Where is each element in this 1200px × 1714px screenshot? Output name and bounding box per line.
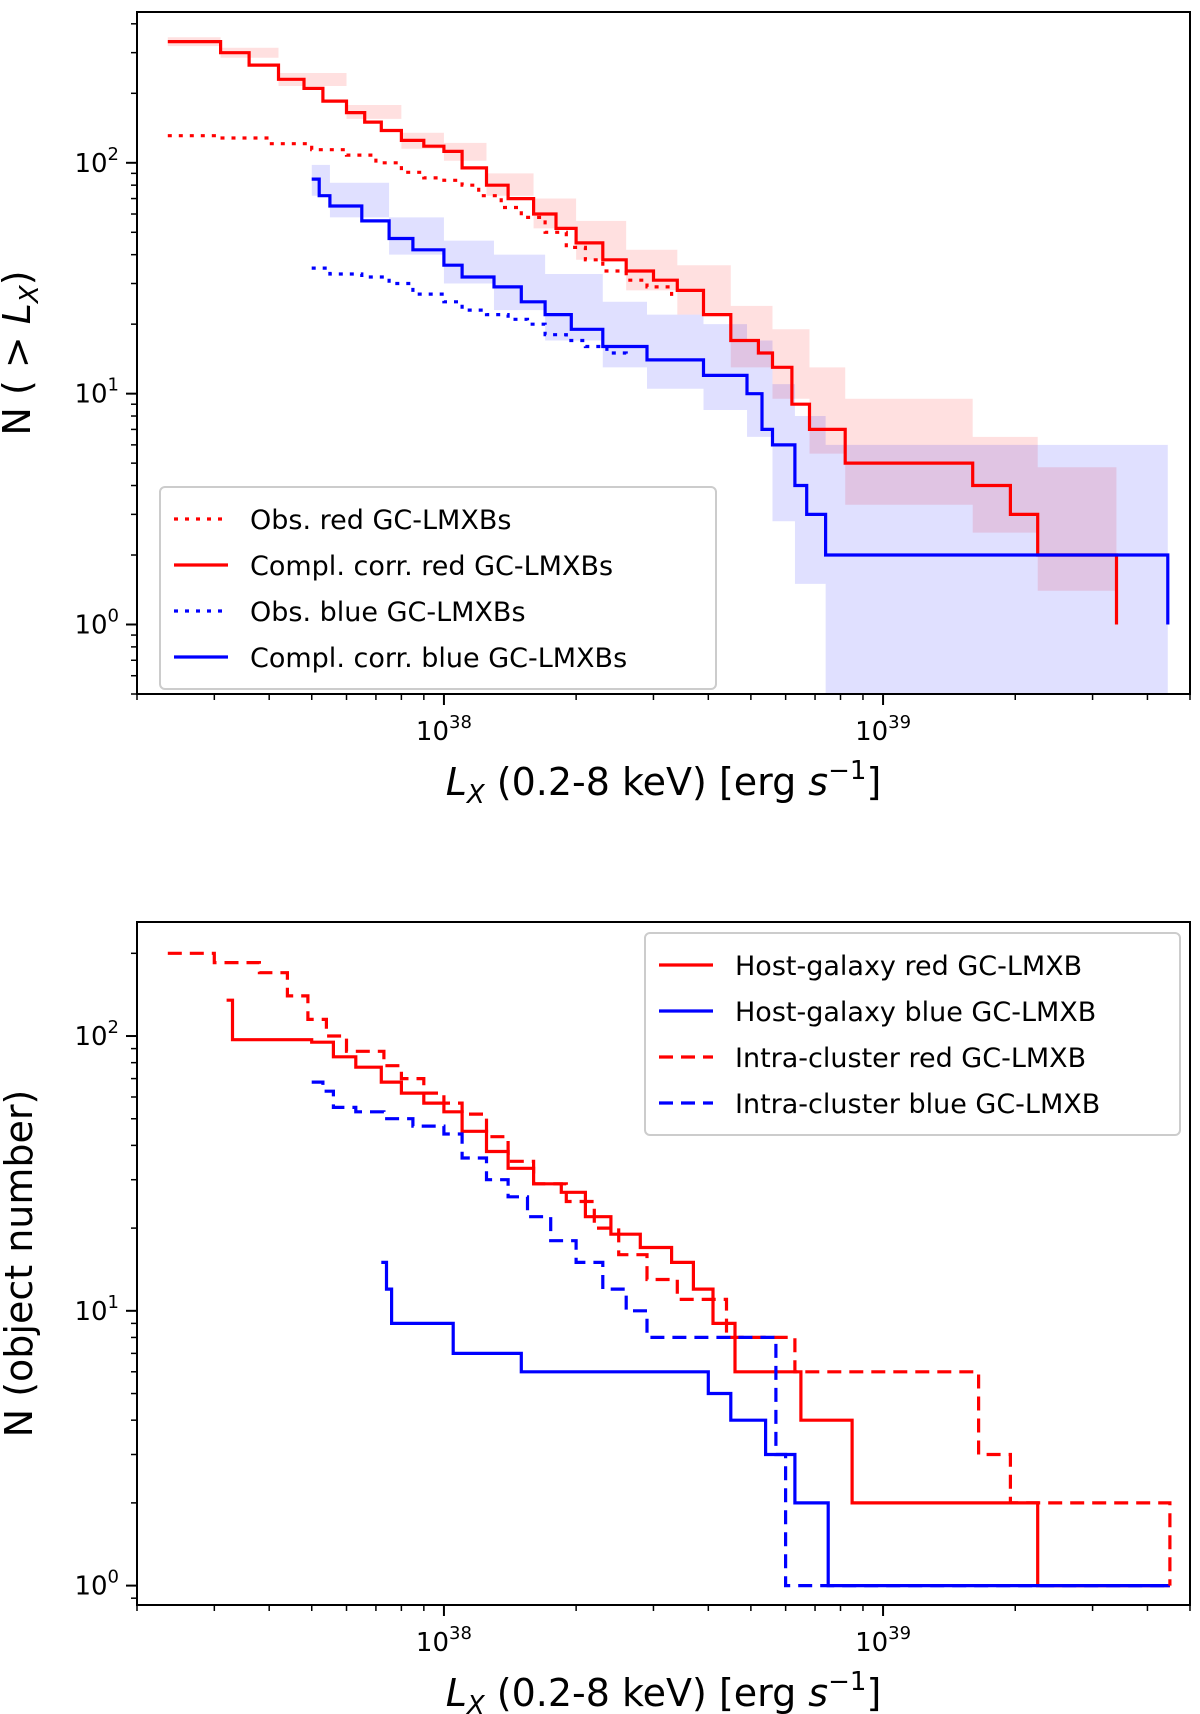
legend-label: Intra-cluster blue GC-LMXB — [735, 1089, 1100, 1120]
y-label-text: N (object number) — [0, 1090, 41, 1438]
y-tick-exponent: 2 — [108, 1017, 119, 1038]
y-label-sub: X — [15, 284, 45, 305]
y-tick-base: 10 — [74, 149, 107, 179]
legend-item: Intra-cluster red GC-LMXB — [659, 1043, 1086, 1074]
x-label-var: L — [446, 760, 467, 804]
legend-item: Compl. corr. red GC-LMXBs — [174, 551, 613, 582]
legend-item: Obs. red GC-LMXBs — [174, 505, 511, 536]
legend-item: Host-galaxy blue GC-LMXB — [659, 997, 1096, 1028]
x-tick-label: 1038 — [416, 712, 472, 747]
legend-label: Obs. red GC-LMXBs — [250, 505, 511, 536]
x-axis-label: LX (0.2-8 keV) [erg s−1] — [446, 756, 882, 810]
legend-box — [644, 932, 1181, 1136]
legend-label: Compl. corr. red GC-LMXBs — [250, 551, 613, 582]
legend-box — [159, 486, 717, 690]
y-tick-exponent: 1 — [108, 1292, 119, 1313]
legend-label: Host-galaxy red GC-LMXB — [735, 951, 1082, 982]
series-line-obs-blue-gc-lmxbs — [311, 266, 628, 360]
x-tick-base: 10 — [855, 1628, 888, 1658]
x-label-rest: (0.2-8 keV) [erg — [485, 760, 809, 804]
legend-item: Obs. blue GC-LMXBs — [174, 597, 526, 628]
legend-item: Intra-cluster blue GC-LMXB — [659, 1089, 1100, 1120]
x-label-rest: (0.2-8 keV) [erg — [485, 1671, 809, 1714]
x-axis-label: LX (0.2-8 keV) [erg s−1] — [446, 1667, 882, 1714]
y-label-var: L — [0, 303, 39, 324]
y-tick-base: 10 — [74, 380, 107, 410]
axes-frame — [136, 921, 1191, 1606]
y-tick-exponent: 2 — [108, 144, 119, 165]
x-label-sub: X — [465, 1691, 486, 1714]
legend-item: Compl. corr. blue GC-LMXBs — [174, 643, 627, 674]
x-tick-exponent: 38 — [449, 1623, 472, 1644]
x-tick-base: 10 — [855, 717, 888, 747]
x-tick-label: 1039 — [855, 1623, 911, 1658]
x-tick-base: 10 — [416, 1628, 449, 1658]
plot-area — [167, 951, 1172, 1588]
series-line-compl-corr-red-gc-lmxbs — [167, 40, 1119, 625]
y-tick-base: 10 — [74, 1297, 107, 1327]
series-line-host-galaxy-blue-gc-lmxb — [381, 1260, 1170, 1588]
legend-item: Host-galaxy red GC-LMXB — [659, 951, 1082, 982]
legend: Host-galaxy red GC-LMXB Host-galaxy blue … — [644, 932, 1181, 1136]
y-tick-exponent: 0 — [108, 1567, 119, 1588]
x-tick-label: 1039 — [855, 712, 911, 747]
x-label-exp: −1 — [828, 756, 866, 786]
legend-label: Obs. blue GC-LMXBs — [250, 597, 526, 628]
legend-label: Intra-cluster red GC-LMXB — [735, 1043, 1086, 1074]
y-tick-base: 10 — [74, 1572, 107, 1602]
y-label-prefix: N ( > — [0, 324, 39, 435]
y-tick-label: 102 — [74, 1017, 119, 1052]
y-tick-exponent: 1 — [108, 375, 119, 396]
series-line-intra-cluster-blue-gc-lmxb — [311, 1080, 1170, 1588]
x-tick-exponent: 39 — [888, 1623, 911, 1644]
x-tick-exponent: 38 — [449, 712, 472, 733]
x-label-sub: X — [465, 780, 486, 810]
series-line-intra-cluster-red-gc-lmxb — [167, 951, 1172, 1586]
y-axis-label: N (object number) — [0, 1090, 41, 1438]
y-tick-label: 101 — [74, 1292, 119, 1327]
y-tick-label: 101 — [74, 375, 119, 410]
y-tick-label: 102 — [74, 144, 119, 179]
y-label-close: ) — [0, 270, 39, 285]
x-label-close: ] — [866, 760, 881, 804]
x-tick-base: 10 — [416, 717, 449, 747]
y-axis-label: N ( > LX) — [0, 270, 45, 435]
x-label-var: L — [446, 1671, 467, 1714]
x-tick-exponent: 39 — [888, 712, 911, 733]
y-tick-label: 100 — [74, 606, 119, 641]
plot-area — [167, 37, 1170, 694]
legend: Obs. red GC-LMXBs Compl. corr. red GC-LMX… — [159, 486, 717, 690]
series-line-compl-corr-blue-gc-lmxbs — [311, 177, 1170, 625]
y-tick-label: 100 — [74, 1567, 119, 1602]
x-label-unit-s: s — [808, 1671, 828, 1714]
y-tick-exponent: 0 — [108, 606, 119, 627]
legend-label: Host-galaxy blue GC-LMXB — [735, 997, 1096, 1028]
axes-frame — [136, 11, 1191, 695]
x-label-close: ] — [866, 1671, 881, 1714]
confidence-band-blue — [311, 164, 1168, 694]
y-tick-base: 10 — [74, 1022, 107, 1052]
x-label-unit-s: s — [808, 760, 828, 804]
x-tick-label: 1038 — [416, 1623, 472, 1658]
legend-label: Compl. corr. blue GC-LMXBs — [250, 643, 627, 674]
x-label-exp: −1 — [828, 1667, 866, 1697]
y-tick-base: 10 — [74, 611, 107, 641]
